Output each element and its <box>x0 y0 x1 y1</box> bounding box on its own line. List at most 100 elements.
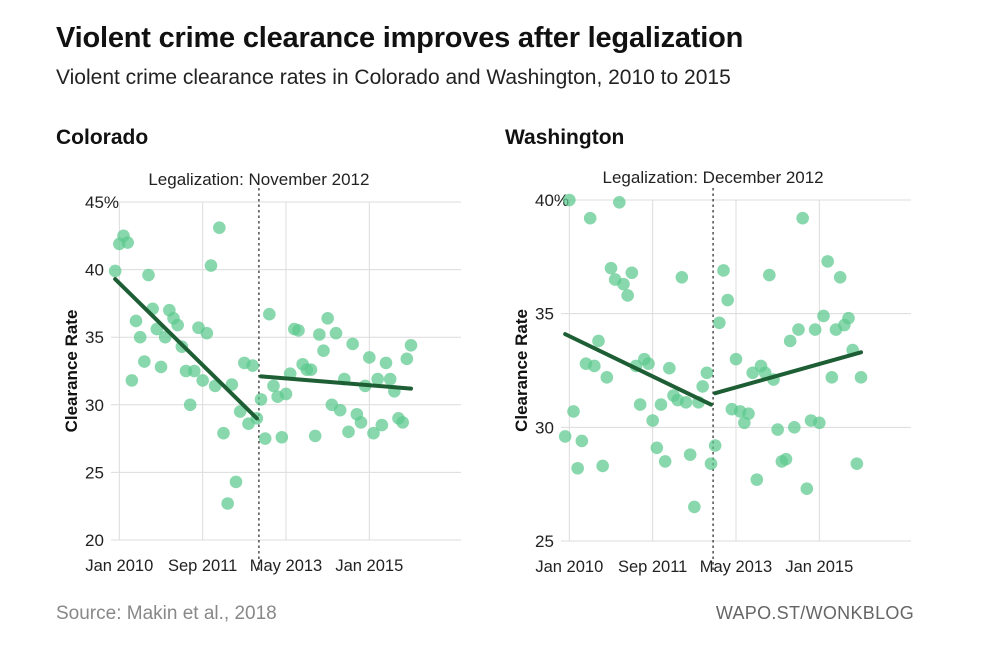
data-point <box>704 457 718 471</box>
y-tick-label: 25 <box>85 463 104 482</box>
data-point <box>771 423 784 436</box>
data-point <box>683 448 697 461</box>
y-tick-label: 30 <box>535 418 554 437</box>
data-point <box>558 430 572 443</box>
y-axis-label: Clearance Rate <box>62 310 81 433</box>
data-point <box>658 455 672 468</box>
data-point <box>592 334 605 348</box>
data-point <box>854 371 868 384</box>
data-point <box>742 407 755 420</box>
data-point <box>758 366 772 380</box>
data-point <box>292 324 305 337</box>
credit-note: WAPO.ST/WONKBLOG <box>715 603 914 623</box>
panel-title-colorado: Colorado <box>56 126 149 149</box>
data-point <box>258 432 272 445</box>
data-point <box>654 398 668 411</box>
data-point <box>213 221 226 234</box>
trend-line-before <box>563 332 713 407</box>
data-point <box>825 371 839 384</box>
data-point <box>675 270 689 284</box>
data-point <box>354 416 368 429</box>
data-point <box>583 211 597 225</box>
data-point <box>788 421 801 434</box>
data-point <box>142 268 155 282</box>
x-tick-label: Jan 2015 <box>335 557 403 575</box>
trend-line-before <box>113 277 259 421</box>
x-tick-label: Sep 2011 <box>618 558 687 576</box>
data-point <box>229 475 243 489</box>
data-point <box>596 459 609 473</box>
data-point <box>400 352 414 366</box>
data-point <box>588 359 601 373</box>
data-point <box>808 323 822 336</box>
legalization-annotation: Legalization: December 2012 <box>603 168 824 187</box>
data-point <box>821 255 834 268</box>
chart-subtitle: Violent crime clearance rates in Colorad… <box>56 66 731 89</box>
y-tick-label: 20 <box>85 531 104 550</box>
data-point <box>263 307 276 321</box>
data-point <box>688 500 701 514</box>
data-point <box>717 264 730 277</box>
data-point <box>842 311 855 325</box>
data-point <box>575 434 589 448</box>
data-point <box>779 452 793 466</box>
legalization-annotation: Legalization: November 2012 <box>148 170 369 189</box>
data-point <box>713 316 726 330</box>
data-point <box>679 396 693 409</box>
data-point <box>383 372 397 386</box>
data-point <box>650 441 664 455</box>
x-tick-label: Jan 2015 <box>785 558 853 576</box>
source-note: Source: Makin et al., 2018 <box>56 603 277 624</box>
data-point <box>329 326 343 340</box>
data-point <box>800 482 814 496</box>
data-point <box>746 366 759 380</box>
data-point <box>188 364 201 378</box>
data-point <box>150 322 164 336</box>
data-point <box>275 430 289 444</box>
data-point <box>363 351 376 364</box>
data-point <box>200 326 214 340</box>
x-tick-label: May 2013 <box>250 557 322 575</box>
y-tick-label: 25 <box>535 532 554 551</box>
data-point <box>317 344 330 358</box>
data-point <box>108 264 122 278</box>
data-point <box>633 398 647 411</box>
data-point <box>333 403 347 417</box>
data-point <box>138 355 151 368</box>
data-point <box>625 266 639 280</box>
data-point <box>750 473 764 486</box>
data-point <box>125 374 139 387</box>
data-point <box>621 289 634 302</box>
y-tick-label: 45% <box>85 193 119 212</box>
data-point <box>708 439 722 452</box>
data-point <box>204 259 218 272</box>
data-point <box>217 426 230 440</box>
y-tick-label: 35 <box>85 328 104 347</box>
colorado-chart: 20 25 30 35 40 45% Jan 2010 Sep 2011 May 2013 Jan… <box>62 170 461 575</box>
data-point <box>817 309 830 323</box>
data-point <box>604 261 618 275</box>
data-point <box>279 387 293 401</box>
data-point <box>404 339 418 352</box>
data-point <box>375 418 389 432</box>
data-point <box>196 374 209 387</box>
data-point <box>696 380 709 393</box>
data-point <box>183 398 197 412</box>
data-point <box>367 426 380 440</box>
data-point <box>313 328 326 341</box>
data-point <box>267 379 280 393</box>
data-point <box>171 318 184 332</box>
data-point <box>600 371 614 384</box>
data-point <box>225 378 239 391</box>
data-point <box>763 268 776 282</box>
data-point <box>342 425 355 439</box>
data-point <box>233 405 247 418</box>
data-point <box>783 334 797 348</box>
data-point <box>792 323 805 336</box>
data-point <box>371 372 384 386</box>
data-point <box>833 270 847 284</box>
data-point <box>721 293 734 307</box>
data-point <box>154 360 168 374</box>
data-point <box>121 236 134 249</box>
data-point <box>642 357 655 370</box>
